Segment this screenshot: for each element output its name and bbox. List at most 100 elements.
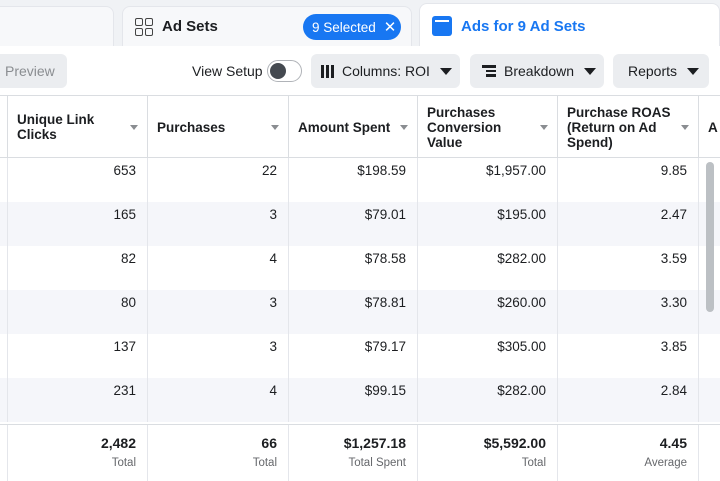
ads-icon xyxy=(432,16,452,36)
header-purchases-conversion-value[interactable]: Purchases Conversion Value xyxy=(418,96,558,158)
header-purchase-roas[interactable]: Purchase ROAS (Return on Ad Spend) xyxy=(558,96,699,158)
table-cell: 3.85 xyxy=(558,334,699,378)
sort-icon[interactable] xyxy=(681,125,689,130)
table-row[interactable]: 231 4 $99.15 $282.00 2.84 xyxy=(0,378,720,422)
data-table: Unique Link Clicks Purchases Amount Spen… xyxy=(0,96,720,481)
table-cell: 3.59 xyxy=(558,246,699,290)
preview-label: Preview xyxy=(5,63,55,79)
columns-icon xyxy=(321,64,334,78)
table-row[interactable]: 82 4 $78.58 $282.00 3.59 xyxy=(0,246,720,290)
view-setup-label: View Setup xyxy=(192,63,263,79)
reports-label: Reports xyxy=(628,63,678,79)
row-cell-cut xyxy=(0,334,8,378)
totals-cell: $1,257.18 Total Spent xyxy=(289,425,418,481)
tab-ad-sets-label: Ad Sets xyxy=(162,18,218,35)
breakdown-icon xyxy=(482,65,496,77)
tab-campaigns[interactable] xyxy=(0,6,114,46)
table-cell: 3 xyxy=(148,290,289,334)
totals-value: 4.45 xyxy=(659,435,687,451)
table-cell: $99.15 xyxy=(289,378,418,422)
chevron-down-icon xyxy=(584,67,597,75)
tab-bar: Ad Sets 9 Selected ✕ Ads for 9 Ad Sets xyxy=(0,0,720,48)
chevron-down-icon xyxy=(439,67,452,75)
tab-ads-label: Ads for 9 Ad Sets xyxy=(461,17,586,35)
view-setup-toggle[interactable] xyxy=(267,60,302,82)
header-cell-cut xyxy=(0,96,8,158)
header-amount-spent[interactable]: Amount Spent xyxy=(289,96,418,158)
sort-icon[interactable] xyxy=(271,125,279,130)
header-label: Amount Spent xyxy=(298,119,391,135)
row-cell-cut xyxy=(0,290,8,334)
table-row[interactable]: 653 22 $198.59 $1,957.00 9.85 xyxy=(0,158,720,202)
totals-label: Total Spent xyxy=(348,457,406,469)
chevron-down-icon xyxy=(687,67,700,75)
table-cell: 3 xyxy=(148,202,289,246)
totals-label: Average xyxy=(644,457,687,469)
header-unique-link-clicks[interactable]: Unique Link Clicks xyxy=(8,96,148,158)
table-cell: 4 xyxy=(148,378,289,422)
table-cell: $305.00 xyxy=(418,334,558,378)
table-cell: $282.00 xyxy=(418,378,558,422)
table-cell: $260.00 xyxy=(418,290,558,334)
preview-button[interactable]: Preview xyxy=(0,54,67,88)
totals-label: Total xyxy=(521,457,546,469)
table-totals-row: 2,482 Total 66 Total $1,257.18 Total Spe… xyxy=(0,424,720,481)
sort-icon[interactable] xyxy=(400,125,408,130)
table-cell: $79.01 xyxy=(289,202,418,246)
sort-icon[interactable] xyxy=(130,125,138,130)
row-cell-cut xyxy=(0,246,8,290)
row-cell-cut xyxy=(0,158,8,202)
totals-cell-cut xyxy=(0,425,8,481)
table-cell: 3 xyxy=(148,334,289,378)
table-cell: 2.84 xyxy=(558,378,699,422)
sort-icon[interactable] xyxy=(540,125,548,130)
table-row[interactable]: 137 3 $79.17 $305.00 3.85 xyxy=(0,334,720,378)
header-label: Purchases xyxy=(157,119,226,135)
breakdown-button[interactable]: Breakdown xyxy=(470,54,604,88)
table-row[interactable]: 80 3 $78.81 $260.00 3.30 xyxy=(0,290,720,334)
columns-button[interactable]: Columns: ROI xyxy=(311,54,460,88)
header-label: Purchase ROAS (Return on Ad Spend) xyxy=(567,104,671,150)
tab-ads[interactable]: Ads for 9 Ad Sets xyxy=(419,3,720,48)
selected-count-badge[interactable]: 9 Selected ✕ xyxy=(303,14,401,40)
totals-value: 2,482 xyxy=(100,435,136,451)
table-cell: 80 xyxy=(8,290,148,334)
close-icon[interactable]: ✕ xyxy=(383,19,397,36)
header-label: Unique Link Clicks xyxy=(17,112,95,142)
table-cell: 22 xyxy=(148,158,289,202)
table-cell: 653 xyxy=(8,158,148,202)
totals-value: $5,592.00 xyxy=(483,435,546,451)
table-cell: $78.81 xyxy=(289,290,418,334)
table-cell: 82 xyxy=(8,246,148,290)
totals-cell: 4.45 Average xyxy=(558,425,699,481)
reports-button[interactable]: Reports xyxy=(613,54,709,88)
table-cell: $78.58 xyxy=(289,246,418,290)
totals-label: Total xyxy=(252,457,277,469)
totals-cell: $5,592.00 Total xyxy=(418,425,558,481)
vertical-scrollbar[interactable] xyxy=(706,162,714,312)
row-cell-cut xyxy=(0,378,8,422)
totals-cell: 66 Total xyxy=(148,425,289,481)
totals-value: 66 xyxy=(261,435,277,451)
row-cell-cut xyxy=(0,202,8,246)
header-label: A xyxy=(708,119,718,135)
columns-label: Columns: ROI xyxy=(342,63,430,79)
table-cell: 165 xyxy=(8,202,148,246)
table-cell: 231 xyxy=(8,378,148,422)
tab-ad-sets[interactable]: Ad Sets 9 Selected ✕ xyxy=(122,6,412,46)
selected-count-label: 9 Selected xyxy=(312,19,376,35)
table-cell: $79.17 xyxy=(289,334,418,378)
table-cell: $198.59 xyxy=(289,158,418,202)
table-cell: 9.85 xyxy=(558,158,699,202)
table-cell: $282.00 xyxy=(418,246,558,290)
table-cell: $1,957.00 xyxy=(418,158,558,202)
header-next-column[interactable]: A xyxy=(699,96,720,158)
table-cell: 137 xyxy=(8,334,148,378)
table-cell: $195.00 xyxy=(418,202,558,246)
table-row[interactable]: 165 3 $79.01 $195.00 2.47 xyxy=(0,202,720,246)
totals-value: $1,257.18 xyxy=(343,435,406,451)
header-purchases[interactable]: Purchases xyxy=(148,96,289,158)
table-cell: 4 xyxy=(148,246,289,290)
toolbar: Preview View Setup Columns: ROI Breakdow… xyxy=(0,46,720,96)
breakdown-label: Breakdown xyxy=(504,63,575,79)
